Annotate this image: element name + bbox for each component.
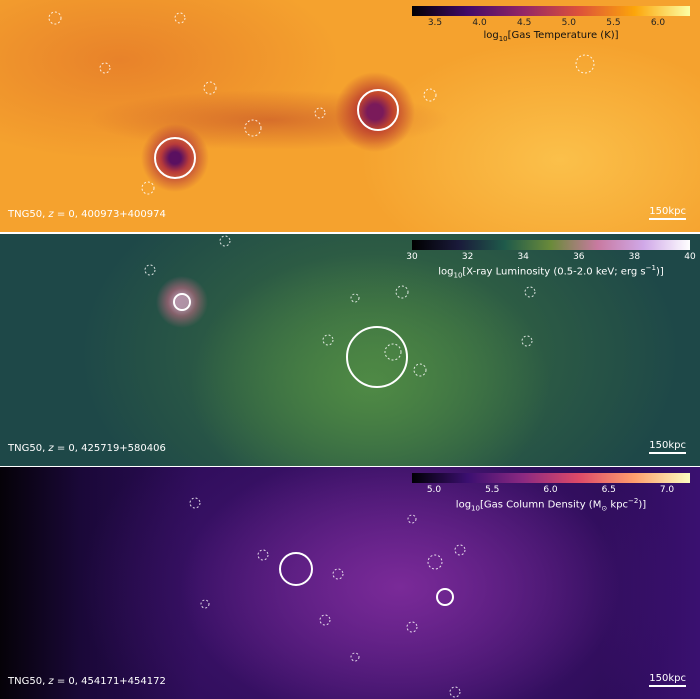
- colorbar-tick-label: 30: [406, 252, 418, 262]
- text: log: [483, 30, 499, 41]
- scale-bar: 150kpc: [649, 673, 686, 687]
- colorbar-tick-label: 7.0: [659, 485, 675, 495]
- text: TNG50,: [8, 209, 49, 220]
- colorbar-tick-label: 3.5: [427, 18, 443, 28]
- colorbar-tick-label: 36: [573, 252, 585, 262]
- density-panel: 5.0 5.5 6.0 6.5 7.0 log10[Gas Column Density …: [0, 467, 700, 699]
- colorbar: [412, 473, 690, 483]
- scale-bar-line: [649, 685, 686, 687]
- scale-bar-label: 150kpc: [649, 673, 686, 684]
- colorbar-tick-label: 6.0: [650, 18, 666, 28]
- colorbar-tick-label: 5.0: [426, 485, 442, 495]
- scale-bar: 150kpc: [649, 206, 686, 220]
- caption: TNG50, z = 0, 454171+454172: [8, 676, 166, 687]
- colorbar-tick-label: 34: [517, 252, 529, 262]
- colorbar-tick-label: 6.0: [543, 485, 558, 495]
- colorbar-tick-label: 5.5: [485, 485, 500, 495]
- colorbar-tick-label: 5.5: [606, 18, 621, 28]
- text: = 0, 400973+400974: [53, 209, 166, 220]
- subscript: ⊙: [601, 504, 608, 513]
- text: kpc: [607, 499, 629, 511]
- colorbar-label: log10[X-ray Luminosity (0.5-2.0 keV; erg…: [412, 264, 690, 279]
- scale-bar-label: 150kpc: [649, 440, 686, 451]
- supscript: −1: [645, 264, 656, 272]
- italic-text: z: [48, 209, 54, 220]
- scale-bar-line: [649, 218, 686, 220]
- text: TNG50,: [8, 676, 49, 687]
- text: )]: [638, 499, 647, 511]
- supscript: −2: [628, 497, 639, 505]
- text: [Gas Temperature (K)]: [507, 30, 619, 41]
- scale-bar: 150kpc: [649, 440, 686, 454]
- colorbar-tick-label: 6.5: [601, 485, 616, 495]
- xray-panel: 30 32 34 36 38 40 log10[X-ray Luminosity (0.5-…: [0, 234, 700, 466]
- colorbar-label: log10[Gas Column Density (M⊙ kpc−2)]: [412, 497, 690, 512]
- text: )]: [655, 266, 664, 278]
- colorbar-tick-label: 4.0: [472, 18, 487, 28]
- italic-text: z: [48, 443, 54, 454]
- colorbar-tick-label: 4.5: [517, 18, 532, 28]
- colorbar: [412, 240, 690, 250]
- colorbar-tick-label: 40: [684, 252, 696, 262]
- subscript: 10: [498, 35, 508, 43]
- scale-bar-label: 150kpc: [649, 206, 686, 217]
- scale-bar-line: [649, 452, 686, 454]
- halo-circles: [48, 11, 595, 195]
- text: [Gas Column Density (M: [479, 499, 602, 511]
- halo-circles: [189, 497, 466, 698]
- colorbar-label: log10[Gas Temperature (K)]: [412, 30, 690, 43]
- colorbar-tick-label: 5.0: [561, 18, 576, 28]
- text: [X-ray Luminosity (0.5-2.0 keV; erg s: [462, 266, 646, 278]
- caption: TNG50, z = 0, 400973+400974: [8, 209, 166, 220]
- text: log: [438, 266, 454, 278]
- temperature-panel: 3.5 4.0 4.5 5.0 5.5 6.0 log10[Gas Temperature …: [0, 0, 700, 232]
- italic-text: z: [48, 676, 54, 687]
- colorbar-tick-label: 38: [628, 252, 641, 262]
- halo-circles: [144, 235, 536, 388]
- caption: TNG50, z = 0, 425719+580406: [8, 443, 166, 454]
- subscript: 10: [453, 271, 463, 280]
- subscript: 10: [471, 504, 480, 513]
- colorbar-tick-label: 32: [461, 252, 474, 262]
- text: log: [455, 499, 472, 511]
- text: = 0, 454171+454172: [53, 676, 166, 687]
- colorbar: [412, 6, 690, 16]
- text: = 0, 425719+580406: [53, 443, 166, 454]
- text: TNG50,: [8, 443, 49, 454]
